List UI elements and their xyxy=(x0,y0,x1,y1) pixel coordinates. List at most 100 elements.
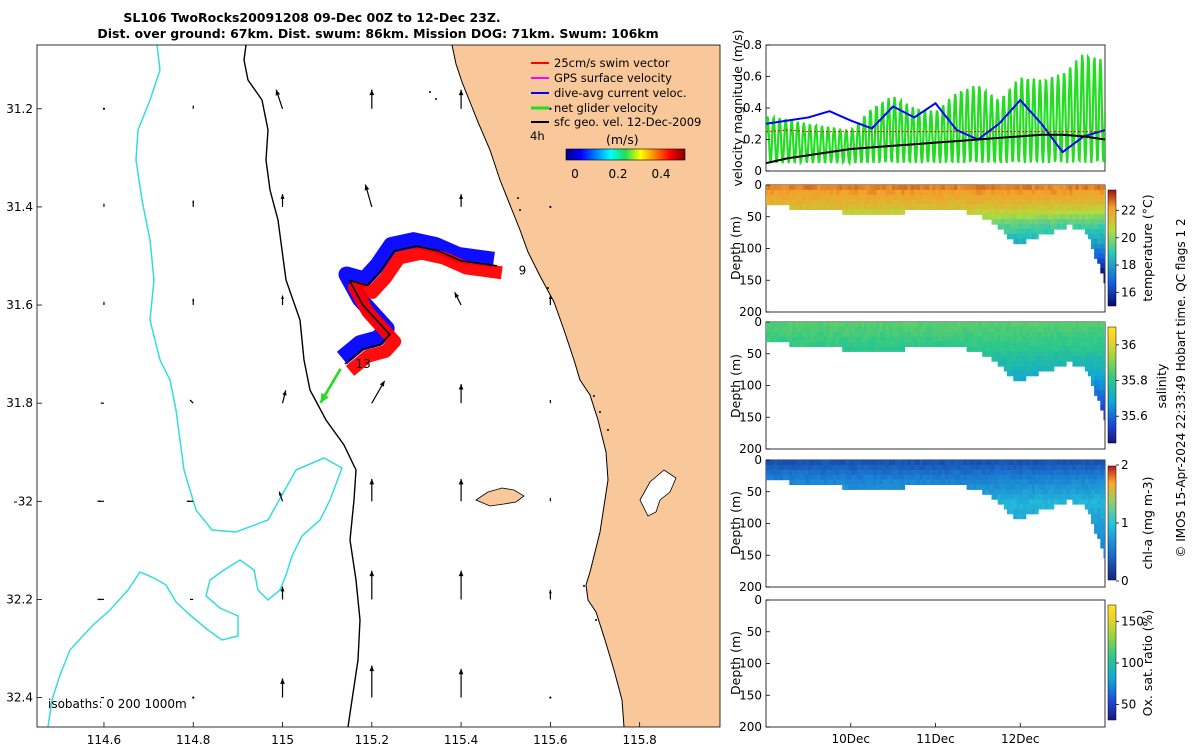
temperature-cell xyxy=(1091,209,1095,215)
salinity-cell xyxy=(1100,366,1104,372)
salinity-cell xyxy=(767,322,772,328)
temperature-cell xyxy=(845,199,849,206)
salinity-cell xyxy=(901,331,905,338)
sfc-vector-head xyxy=(379,380,385,387)
temperature-cell xyxy=(951,204,955,210)
salinity-cell xyxy=(1091,356,1095,362)
temperature-cell xyxy=(1028,189,1033,196)
chla-cell xyxy=(1003,489,1008,495)
chla-cell xyxy=(1056,460,1061,466)
chla-cell xyxy=(1103,528,1105,534)
salinity-cell xyxy=(1007,326,1011,333)
salinity-cell xyxy=(985,326,989,333)
salinity-cell xyxy=(780,336,784,343)
salinity-cell xyxy=(867,322,871,328)
temperature-cell xyxy=(1003,209,1008,215)
temperature-cell xyxy=(1010,219,1014,225)
chla-cell xyxy=(1028,484,1033,490)
salinity-cell xyxy=(1031,336,1036,343)
chla-cell xyxy=(1063,474,1067,481)
chla-cell xyxy=(1050,464,1055,471)
salinity-cell xyxy=(1035,356,1039,362)
velocity-y-tick-label: 0 xyxy=(754,164,762,178)
chla-cell xyxy=(1000,469,1005,476)
temperature-cell xyxy=(860,209,865,215)
salinity-cell xyxy=(969,326,974,333)
salinity-cell xyxy=(839,341,843,347)
salinity-cell xyxy=(792,331,797,338)
chla-cell xyxy=(823,479,828,485)
salinity-cell xyxy=(1035,322,1039,328)
salinity-cell xyxy=(941,336,946,343)
temperature-cell xyxy=(1066,199,1070,206)
salinity-cell xyxy=(1010,370,1014,377)
salinity-cell xyxy=(1047,346,1052,352)
chla-cell xyxy=(1019,484,1024,490)
salinity-cell xyxy=(1041,326,1045,333)
salinity-cell xyxy=(898,346,902,352)
salinity-cell xyxy=(1072,326,1077,333)
salinity-cell xyxy=(1100,336,1104,343)
chla-cell xyxy=(1097,504,1101,510)
temperature-cell xyxy=(860,204,865,210)
salinity-cell xyxy=(851,326,856,333)
chla-cell xyxy=(836,460,840,466)
chla-cell xyxy=(870,469,874,476)
velocity-ylabel: velocity magnitude (m/s) xyxy=(730,29,745,186)
temperature-cell xyxy=(826,194,831,201)
temperature-cell xyxy=(1078,224,1083,230)
chla-cell xyxy=(1081,499,1086,505)
salinity-cell xyxy=(1066,336,1070,343)
salinity-cell xyxy=(916,326,921,333)
swim-speed-line xyxy=(766,129,1105,133)
salinity-cell xyxy=(1022,356,1027,362)
salinity-cell xyxy=(895,336,899,343)
chla-cell xyxy=(776,460,781,466)
temperature-cell xyxy=(1035,224,1039,230)
chla-cell xyxy=(913,469,918,476)
chla-cell xyxy=(1103,464,1105,471)
temperature-cell xyxy=(923,185,927,191)
salinity-cell xyxy=(1031,366,1036,372)
salinity-cell xyxy=(1087,326,1092,333)
chla-cell xyxy=(1094,504,1098,510)
salinity-cell xyxy=(789,336,793,343)
salinity-cell xyxy=(848,331,853,338)
temperature-cell xyxy=(994,204,999,210)
chla-cell xyxy=(1022,494,1027,500)
temperature-cell xyxy=(851,209,856,215)
salinity-cell xyxy=(1075,346,1080,352)
temperature-cell xyxy=(994,214,999,220)
temperature-cell xyxy=(798,185,803,191)
temperature-cell xyxy=(820,199,825,206)
chla-cell xyxy=(910,469,915,476)
temperature-cell xyxy=(997,214,1002,220)
chla-cell xyxy=(1022,504,1027,510)
chla-cell xyxy=(923,479,927,485)
chla-cell xyxy=(1069,494,1073,500)
salinity-cell xyxy=(826,331,831,338)
salinity-cell xyxy=(845,336,849,343)
chla-cell xyxy=(1103,469,1105,476)
temperature-cell xyxy=(1050,189,1055,196)
chla-cell xyxy=(907,460,912,466)
temperature-cell xyxy=(1087,219,1092,225)
temperature-cell xyxy=(1041,189,1045,196)
chla-cell xyxy=(801,460,806,466)
temperature-cell xyxy=(907,189,912,196)
temperature-cell xyxy=(789,185,793,191)
salinity-cell xyxy=(1097,361,1101,367)
chla-cell xyxy=(920,469,924,476)
temperature-cell xyxy=(1022,214,1027,220)
salinity-cell xyxy=(1094,326,1098,333)
salinity-cell xyxy=(916,322,921,328)
temperature-cell xyxy=(1094,233,1098,240)
chla-cell xyxy=(913,474,918,481)
salinity-cell xyxy=(1091,336,1095,343)
chla-cell xyxy=(1047,484,1052,490)
salinity-cell xyxy=(857,346,862,352)
chla-cell xyxy=(907,479,912,485)
chla-cell xyxy=(1075,469,1080,476)
temperature-cell xyxy=(898,194,902,201)
colorbar-unit-label: (m/s) xyxy=(606,132,639,147)
